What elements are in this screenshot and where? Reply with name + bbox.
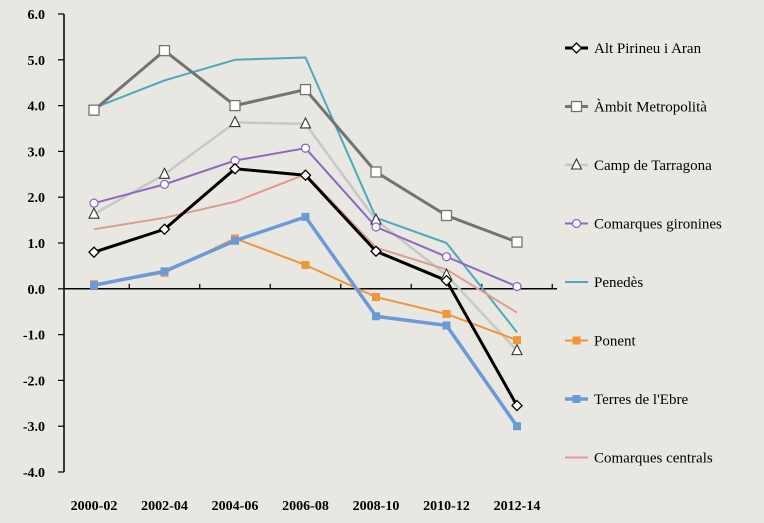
data-point-camp-de-tarragona <box>511 343 523 356</box>
y-tick-label: 2.0 <box>28 191 46 206</box>
legend-marker-ambit-metropolita <box>570 100 583 113</box>
data-point-alt-pirineu-i-aran <box>158 223 171 236</box>
legend-label-comarques-gironines: Comarques gironines <box>594 217 722 233</box>
y-tick-label: -3.0 <box>23 420 45 435</box>
legend-label-ponent: Ponent <box>594 334 637 350</box>
data-point-alt-pirineu-i-aran <box>440 274 453 287</box>
data-point-comarques-gironines <box>89 198 99 208</box>
data-point-terres-de-l-ebre <box>301 212 310 221</box>
series-line-penedes <box>93 56 518 333</box>
data-point-terres-de-l-ebre <box>372 312 380 321</box>
data-point-alt-pirineu-i-aran <box>88 246 100 259</box>
data-point-camp-de-tarragona <box>88 206 100 219</box>
x-tick-label: 2008-10 <box>353 499 400 514</box>
x-tick-label: 2012-14 <box>494 499 541 514</box>
data-point-ponent <box>372 293 380 302</box>
legend-marker-camp-de-tarragona <box>570 157 583 170</box>
x-tick-label: 2010-12 <box>423 499 470 514</box>
data-point-ambit-metropolita <box>229 99 241 112</box>
data-point-ambit-metropolita <box>299 83 312 96</box>
data-point-alt-pirineu-i-aran <box>299 169 312 182</box>
legend-marker-alt-pirineu-i-aran <box>570 42 583 54</box>
legend-label-terres-de-l-ebre: Terres de l'Ebre <box>594 392 688 408</box>
x-tick-label: 2006-08 <box>282 499 329 514</box>
data-point-camp-de-tarragona <box>299 116 312 129</box>
x-tick-label: 2004-06 <box>212 499 259 514</box>
y-tick-label: 6.0 <box>28 8 46 23</box>
data-point-comarques-gironines <box>512 281 522 292</box>
data-point-comarques-gironines <box>159 179 170 190</box>
data-point-ambit-metropolita <box>511 236 523 248</box>
data-point-ambit-metropolita <box>88 104 100 116</box>
data-point-ponent <box>513 336 521 345</box>
y-tick-label: 4.0 <box>28 100 46 115</box>
data-point-terres-de-l-ebre <box>513 422 521 431</box>
data-point-comarques-gironines <box>441 252 452 262</box>
y-tick-label: -2.0 <box>23 374 45 389</box>
data-point-ambit-metropolita <box>440 209 453 222</box>
legend-marker-terres-de-l-ebre <box>572 395 581 403</box>
y-tick-label: 1.0 <box>28 237 46 252</box>
data-point-terres-de-l-ebre <box>160 267 169 276</box>
y-tick-label: -4.0 <box>23 466 45 481</box>
legend-label-comarques-centrals: Comarques centrals <box>594 451 713 467</box>
data-point-camp-de-tarragona <box>158 167 171 179</box>
data-point-ambit-metropolita <box>370 166 382 178</box>
data-point-terres-de-l-ebre <box>442 321 451 330</box>
legend-label-penedes: Penedès <box>594 275 643 291</box>
y-tick-label: 0.0 <box>28 283 46 298</box>
legend-marker-comarques-gironines <box>571 218 582 229</box>
y-tick-label: -1.0 <box>23 329 45 344</box>
data-point-ponent <box>442 309 451 318</box>
y-tick-label: 3.0 <box>28 145 46 160</box>
x-tick-label: 2002-04 <box>141 499 188 514</box>
x-tick-label: 2000-02 <box>71 499 118 514</box>
legend-label-camp-de-tarragona: Camp de Tarragona <box>594 158 712 174</box>
data-point-ponent <box>301 260 310 269</box>
y-tick-label: 5.0 <box>28 54 46 69</box>
legend-marker-ponent <box>572 336 581 345</box>
data-point-terres-de-l-ebre <box>90 281 98 290</box>
data-point-comarques-gironines <box>300 143 311 153</box>
data-point-comarques-gironines <box>371 222 381 232</box>
legend-label-alt-pirineu-i-aran: Alt Pirineu i Aran <box>594 41 702 57</box>
data-point-terres-de-l-ebre <box>231 236 239 245</box>
data-point-alt-pirineu-i-aran <box>511 399 523 412</box>
data-point-alt-pirineu-i-aran <box>370 245 382 258</box>
data-point-camp-de-tarragona <box>229 115 241 128</box>
data-point-alt-pirineu-i-aran <box>229 162 241 175</box>
legend-label-ambit-metropolita: Àmbit Metropolità <box>594 99 707 116</box>
data-point-ambit-metropolita <box>158 44 171 57</box>
